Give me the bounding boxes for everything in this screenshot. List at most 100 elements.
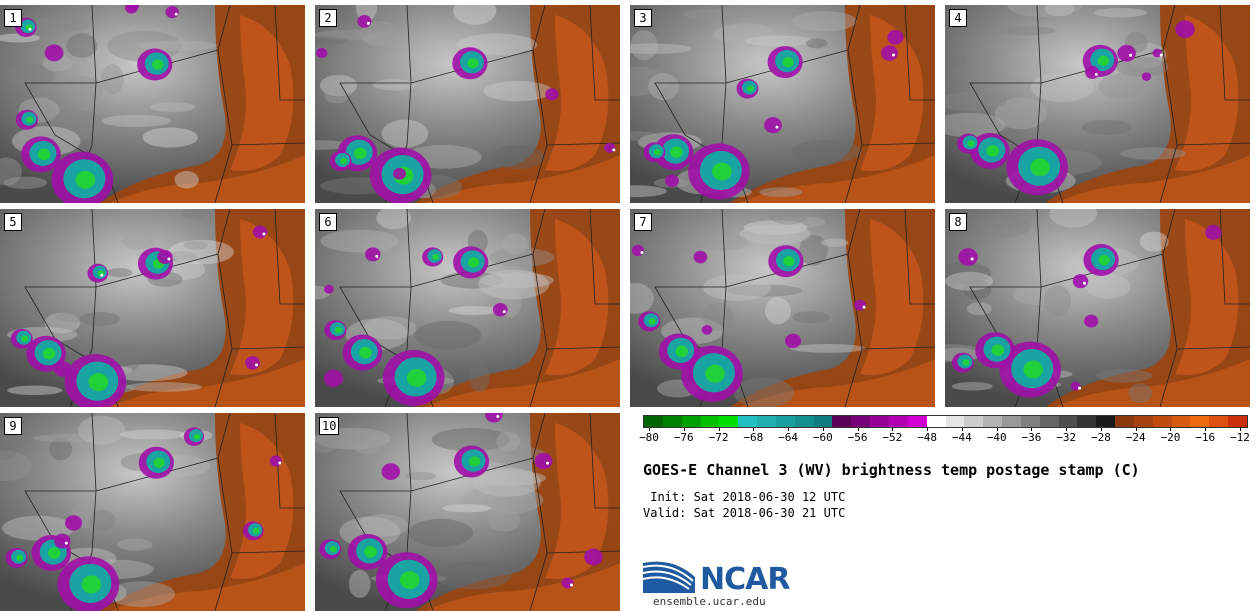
colorbar-tick-mark [1066,428,1068,431]
panel-label: 6 [319,213,337,231]
water-vapor-map [315,5,620,203]
colorbar-tick-label: −72 [708,431,729,444]
water-vapor-map [315,209,620,407]
colorbar-swatch [700,416,720,427]
colorbar-swatch [738,416,758,427]
member-panel-2: 2 [315,5,620,203]
colorbar-tick-label: −24 [1125,431,1146,444]
colorbar-swatch [832,416,852,427]
colorbar-ticks: −80 −76 −72 −68 −64 −60 −56 −52 −48 −44 −40 −36 −32 −… [639,428,1250,444]
colorbar-tick-label: −20 [1160,431,1181,444]
colorbar-swatch [662,416,682,427]
panel-label: 8 [949,213,967,231]
colorbar-swatch [926,416,946,427]
member-panel-8: 8 [945,209,1250,407]
colorbar-swatch [719,416,739,427]
colorbar-tick-mark [1100,428,1102,431]
colorbar-swatch [681,416,701,427]
water-vapor-map [0,5,305,203]
ncar-logo: NCAR ensemble.ucar.edu [642,555,790,608]
colorbar-tick-label: −40 [986,431,1007,444]
init-time: Init: Sat 2018-06-30 12 UTC [643,490,846,504]
member-panel-3: 3 [630,5,935,203]
member-panel-4: 4 [945,5,1250,203]
colorbar-tick-label: −68 [743,431,764,444]
colorbar-swatch [644,416,663,427]
panel-label: 1 [4,9,22,27]
colorbar-swatch [964,416,984,427]
time-info: Init: Sat 2018-06-30 12 UTC Valid: Sat 2… [643,489,845,521]
colorbar-tick-label: −28 [1091,431,1111,444]
water-vapor-map [0,209,305,407]
colorbar-tick-mark [1135,428,1137,431]
water-vapor-map [945,5,1250,203]
water-vapor-map [945,209,1250,407]
member-panel-10: 10 [315,413,620,611]
colorbar-swatch [775,416,795,427]
panel-label: 4 [949,9,967,27]
colorbar-swatch [1058,416,1078,427]
colorbar-swatch [1115,416,1134,427]
colorbar-swatch [1228,416,1247,427]
colorbar-tick-mark [927,428,929,431]
colorbar-swatch [1152,416,1172,427]
colorbar-tick-mark [683,428,685,431]
colorbar-swatch [794,416,814,427]
colorbar-swatch [813,416,833,427]
colorbar-tick-label: −52 [882,431,903,444]
member-panel-1: 1 [0,5,305,203]
colorbar-swatch [1020,416,1040,427]
colorbar-swatch [870,416,889,427]
colorbar-swatch [907,416,927,427]
colorbar-swatch [757,416,776,427]
colorbar-tick-label: −16 [1195,431,1216,444]
member-panel-6: 6 [315,209,620,407]
member-panel-5: 5 [0,209,305,407]
colorbar-tick-label: −80 [639,431,659,444]
figure-title: GOES-E Channel 3 (WV) brightness temp po… [643,461,1140,479]
member-panel-7: 7 [630,209,935,407]
panel-label: 9 [4,417,22,435]
colorbar-tick-mark [1170,428,1172,431]
colorbar-tick-mark [961,428,963,431]
colorbar-tick-mark [1031,428,1033,431]
member-panel-9: 9 [0,413,305,611]
colorbar-tick-mark [718,428,720,431]
water-vapor-map [630,209,935,407]
colorbar-tick-mark [892,428,894,431]
colorbar-tick-mark [857,428,859,431]
colorbar-swatch [983,416,1003,427]
colorbar-tick-label: −60 [812,431,833,444]
colorbar-tick-mark [753,428,755,431]
panel-label: 7 [634,213,652,231]
colorbar-tick-mark [788,428,790,431]
colorbar-tick-label: −36 [1021,431,1042,444]
colorbar-swatch [1002,416,1021,427]
water-vapor-map [630,5,935,203]
valid-time: Valid: Sat 2018-06-30 21 UTC [643,506,846,520]
logo-text: NCAR [700,562,790,597]
colorbar-swatch [945,416,965,427]
panel-label: 5 [4,213,22,231]
colorbar-swatch [1096,416,1116,427]
colorbar-tick-label: −64 [778,431,798,444]
colorbar-tick-mark [1240,428,1241,431]
panel-label: 3 [634,9,652,27]
colorbar-tick-mark [1205,428,1207,431]
ncar-swoosh-icon [642,561,695,593]
water-vapor-map [0,413,305,611]
colorbar-tick-label: −48 [917,431,938,444]
colorbar-tick-label: −56 [847,431,868,444]
colorbar-swatch [851,416,871,427]
panel-label: 10 [319,417,340,435]
colorbar-swatch [1171,416,1191,427]
panel-label: 2 [319,9,337,27]
colorbar-swatch [888,416,908,427]
colorbar-tick-label: −32 [1056,431,1077,444]
colorbar-swatch [1209,416,1229,427]
colorbar-tick-mark [649,428,650,431]
colorbar-swatch [1039,416,1059,427]
colorbar-swatches [643,415,1248,428]
water-vapor-map [315,413,620,611]
colorbar-tick-mark [822,428,824,431]
